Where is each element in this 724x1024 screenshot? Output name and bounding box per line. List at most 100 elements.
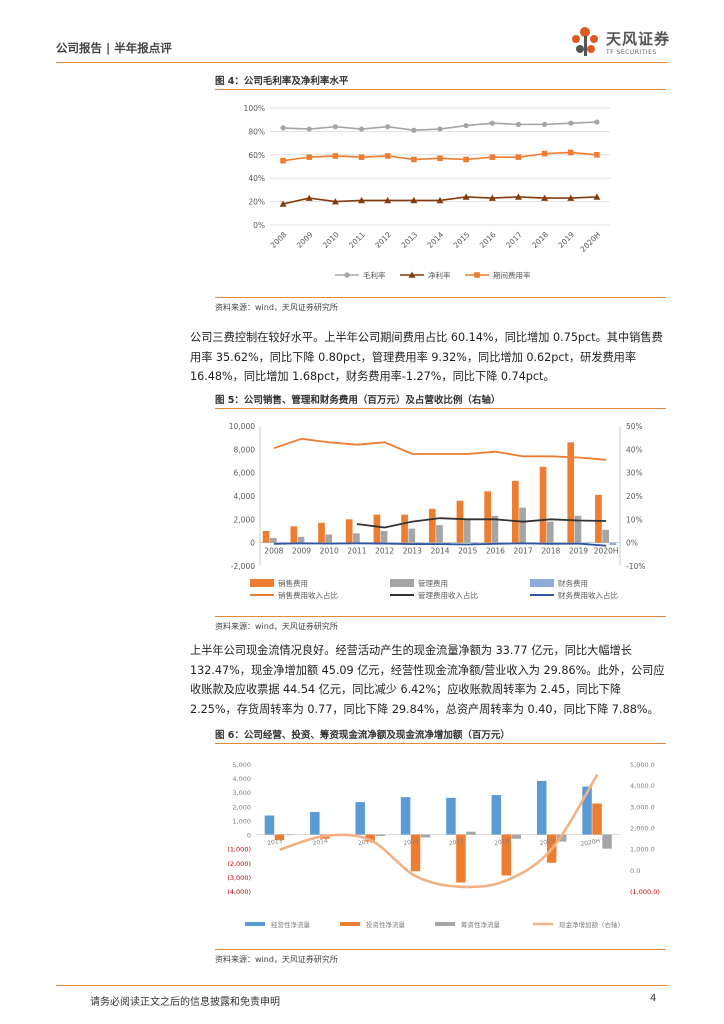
fig5-xtick-label: 2014 xyxy=(430,547,449,556)
fig4-point xyxy=(489,154,496,160)
fig6-ytick-label: (1,000) xyxy=(227,846,251,854)
fig4-point xyxy=(594,152,600,158)
fig4-point xyxy=(280,125,286,131)
fig4-xtick-label: 2014 xyxy=(426,230,446,250)
fig5-bar xyxy=(484,491,492,543)
fig6-series-line-0 xyxy=(279,773,599,889)
fig4-source: 资料来源：wind，天风证券研究所 xyxy=(215,303,338,312)
fig6-source: 资料来源：wind，天风证券研究所 xyxy=(215,955,338,964)
fig4-point xyxy=(489,120,495,126)
fig4-point xyxy=(594,119,600,125)
fig4-xtick-label: 2009 xyxy=(295,230,315,250)
fig4-bottom-rule xyxy=(215,297,666,298)
fig4-legend-label: 净利率 xyxy=(428,270,451,280)
page-number: 4 xyxy=(650,993,657,1004)
fig6-bar xyxy=(446,797,456,835)
fig5-bar xyxy=(297,536,305,543)
fig5-legend-symbol xyxy=(390,579,414,587)
fig5-bar xyxy=(512,480,519,543)
fig6-chart: (4,000) (3,000) (2,000) (1,000) 0 1,000 2,000 3… xyxy=(227,761,660,929)
fig4-point xyxy=(384,196,392,204)
fig5-xtick-label: 2012 xyxy=(375,547,394,556)
fig5-y2tick-label: 10% xyxy=(626,515,643,524)
fig5-bottom-rule xyxy=(215,616,666,617)
fig4-legend-symbol xyxy=(408,271,416,278)
fig4-point xyxy=(593,193,601,200)
fig6-bar xyxy=(456,834,466,883)
fig6-ytick-label: 1,000 xyxy=(232,817,251,825)
fig6-y2tick-label: 4,000.0 xyxy=(630,782,655,790)
fig4-xtick-label: 2017 xyxy=(504,230,524,250)
fig6-xtick-label: 2018 xyxy=(494,838,510,848)
fig6-xtick-label: 2013 xyxy=(267,838,283,848)
fig4-point xyxy=(306,126,312,132)
fig6-bar xyxy=(274,834,285,841)
fig4-point xyxy=(541,194,549,201)
fig5-bar xyxy=(401,514,408,543)
fig6-y2tick-label: 5,000.0 xyxy=(630,761,655,769)
fig6-xtick-label: 2019 xyxy=(539,838,555,848)
fig4-legend-symbol xyxy=(344,272,350,278)
fig6-legend-symbol xyxy=(245,922,265,926)
fig5-legend-symbol xyxy=(530,579,554,587)
fig5-bar xyxy=(595,494,602,543)
fig5-ytick-label: 4,000 xyxy=(234,492,256,501)
fig5-ytick-label: 8,000 xyxy=(234,445,256,454)
logo-flower-icon xyxy=(572,27,598,56)
fig6-y2tick-label: 0.0 xyxy=(630,867,640,875)
header-divider xyxy=(56,62,668,63)
fig5-ytick-label: 10,000 xyxy=(229,422,255,431)
fig5-bar xyxy=(609,542,617,545)
fig6-bar xyxy=(375,834,385,836)
fig4-ytick-label: 40% xyxy=(248,174,265,183)
fig4-point xyxy=(541,150,548,157)
fig4-ytick-label: 80% xyxy=(248,127,265,136)
fig4-legend-symbol xyxy=(474,272,480,278)
fig5-xtick-label: 2016 xyxy=(486,547,505,556)
fig6-legend-label: 投资性净流量 xyxy=(366,920,406,929)
fig5-legend-label: 财务费用收入占比 xyxy=(558,590,618,600)
fig5-xtick-label: 2013 xyxy=(403,547,422,556)
fig5-ytick-label: 0 xyxy=(250,539,255,548)
fig5-bar xyxy=(415,542,423,544)
fig4-point xyxy=(385,124,391,130)
fig4-point xyxy=(358,196,366,204)
fig6-bar xyxy=(511,834,522,839)
logo-text-en: TF SECURITIES xyxy=(606,49,657,56)
fig4-point xyxy=(463,156,469,163)
paragraph-expense-control: 公司三费控制在较好水平。上半年公司期间费用占比 60.14%，同比增加 0.75… xyxy=(190,331,663,383)
fig5-xtick-label: 2019 xyxy=(569,547,588,556)
fig6-xtick-label: 2015 xyxy=(358,838,374,848)
fig5-legend-label: 销售费用 xyxy=(278,578,308,588)
fig6-ytick-label: (4,000) xyxy=(227,888,251,896)
fig5-bar xyxy=(345,519,353,543)
fig5-chart: -2,000 0 2,000 4,000 6,000 8,000 10,000 -10% 0% 1… xyxy=(229,422,646,600)
fig6-bar xyxy=(355,802,365,835)
fig5-bar xyxy=(491,515,499,543)
fig4-point xyxy=(515,154,522,160)
fig4-point xyxy=(568,120,574,126)
fig4-point xyxy=(437,155,443,162)
fig5-bar xyxy=(539,466,547,543)
fig4-point xyxy=(279,200,287,207)
fig4-xtick-label: 2020H xyxy=(578,230,602,254)
fig4-ytick-label: 0% xyxy=(253,221,265,230)
footer-disclaimer: 请务必阅读正文之后的信息披露和免责申明 xyxy=(90,997,280,1008)
fig4-ytick-label: 100% xyxy=(244,104,265,113)
fig5-y2tick-label: 0% xyxy=(626,539,638,548)
fig6-bar xyxy=(536,780,547,835)
fig4-point xyxy=(567,149,574,156)
fig4-point xyxy=(462,193,470,200)
fig4-xtick-label: 2019 xyxy=(556,230,576,250)
fig6-bar xyxy=(310,811,320,835)
fig5-xtick-label: 2017 xyxy=(514,547,533,556)
fig6-bar xyxy=(592,803,602,835)
fig4-point xyxy=(436,196,444,204)
fig4-point xyxy=(358,126,365,132)
fig5-ytick-label: 2,000 xyxy=(234,515,256,524)
fig6-bar xyxy=(420,834,431,838)
fig6-bar xyxy=(556,834,567,842)
fig5-bar xyxy=(262,531,270,543)
fig6-ytick-label: 3,000 xyxy=(232,789,251,797)
fig4-xtick-label: 2018 xyxy=(530,230,550,250)
